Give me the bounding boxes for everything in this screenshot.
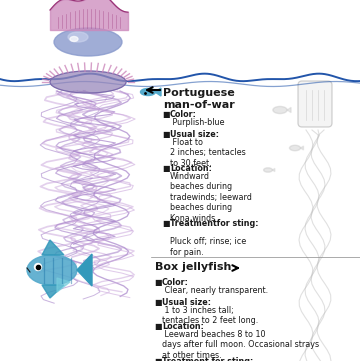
Polygon shape: [273, 168, 275, 171]
Text: Location:: Location:: [162, 322, 204, 331]
Text: ■: ■: [163, 164, 173, 173]
Text: Clear, nearly transparent.: Clear, nearly transparent.: [162, 286, 268, 295]
Text: Float to
2 inches; tentacles
to 30 feet.: Float to 2 inches; tentacles to 30 feet.: [170, 138, 246, 168]
Polygon shape: [42, 285, 64, 298]
Polygon shape: [77, 254, 92, 286]
Text: Windward
beaches during
tradewinds; leeward
beaches during
Kona winds: Windward beaches during tradewinds; leew…: [170, 172, 252, 223]
Text: Leeward beaches 8 to 10
days after full moon. Occasional strays
at other times.: Leeward beaches 8 to 10 days after full …: [162, 330, 319, 360]
Polygon shape: [287, 108, 291, 113]
Text: ■: ■: [163, 110, 173, 119]
Text: Usual size:: Usual size:: [162, 298, 211, 307]
Text: Color:: Color:: [170, 110, 197, 119]
Ellipse shape: [68, 32, 88, 42]
Text: Pluck off; rinse; ice
for pain.: Pluck off; rinse; ice for pain.: [170, 227, 246, 257]
Text: Color:: Color:: [162, 278, 189, 287]
Text: Treatment for sting:: Treatment for sting:: [162, 357, 253, 361]
Ellipse shape: [140, 88, 156, 96]
Polygon shape: [155, 88, 161, 96]
FancyBboxPatch shape: [298, 81, 332, 127]
Text: Box jellyfish: Box jellyfish: [155, 262, 231, 272]
Text: Purplish-blue: Purplish-blue: [170, 118, 225, 127]
Polygon shape: [57, 278, 70, 292]
Text: ■: ■: [163, 219, 173, 228]
Text: 1 to 3 inches tall;
tentacles to 2 feet long.: 1 to 3 inches tall; tentacles to 2 feet …: [162, 306, 258, 325]
Ellipse shape: [35, 264, 41, 270]
Ellipse shape: [273, 106, 287, 114]
Polygon shape: [301, 146, 303, 150]
Text: Treatmentfor sting:: Treatmentfor sting:: [170, 219, 258, 228]
Text: Portuguese
man-of-war: Portuguese man-of-war: [163, 88, 235, 110]
Polygon shape: [42, 240, 64, 255]
Text: ■: ■: [163, 130, 173, 139]
Text: ■: ■: [155, 298, 165, 307]
Text: Usual size:: Usual size:: [170, 130, 219, 139]
Ellipse shape: [264, 168, 273, 172]
Ellipse shape: [70, 36, 78, 42]
Ellipse shape: [27, 255, 77, 285]
Text: ■: ■: [155, 278, 165, 287]
Ellipse shape: [50, 71, 126, 93]
Text: ■: ■: [155, 357, 165, 361]
Ellipse shape: [289, 145, 301, 151]
Ellipse shape: [54, 28, 122, 56]
Text: Location:: Location:: [170, 164, 212, 173]
Text: ■: ■: [155, 322, 165, 331]
